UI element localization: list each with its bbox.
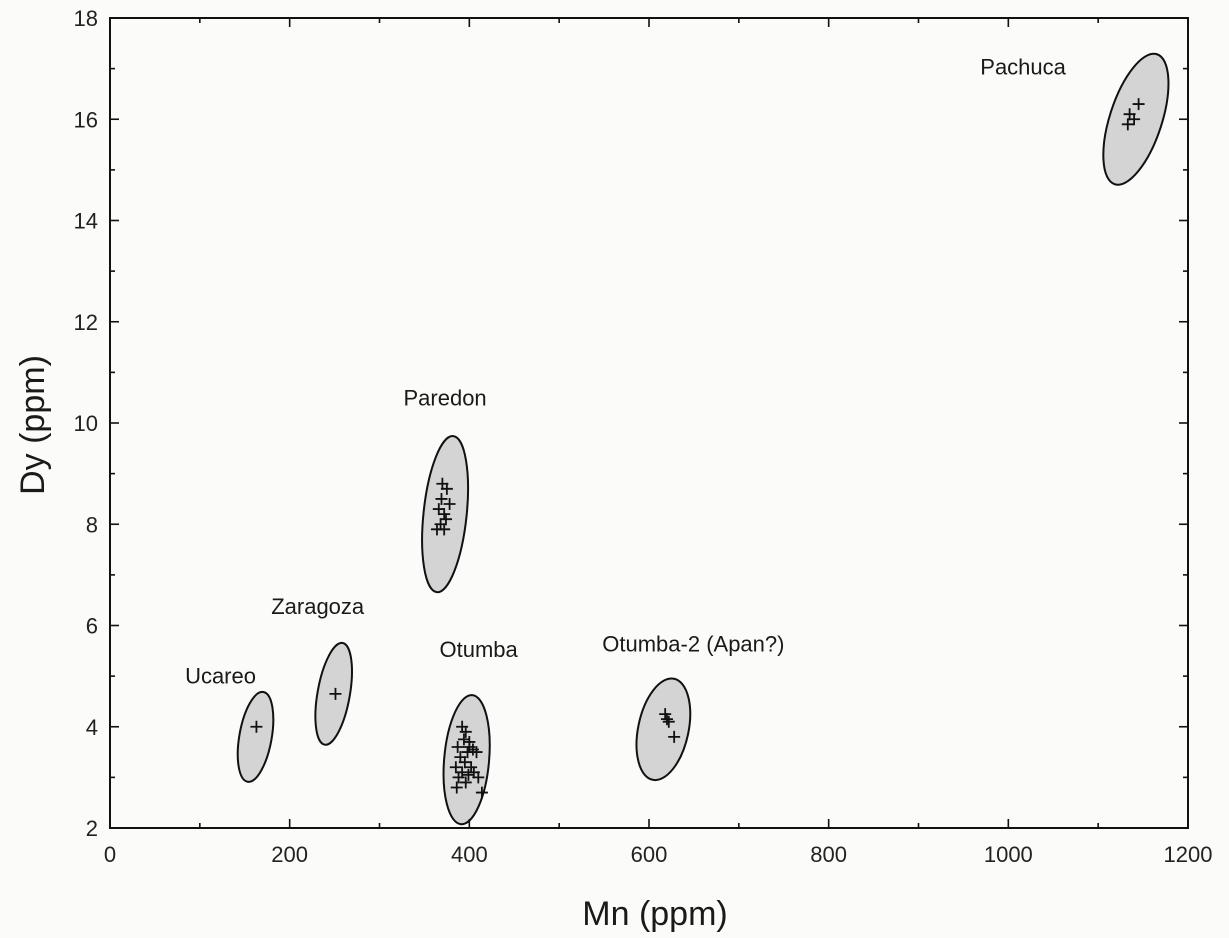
y-tick-label: 18 bbox=[74, 6, 98, 31]
data-point bbox=[457, 733, 470, 746]
y-axis-title: Dy (ppm) bbox=[14, 355, 52, 495]
y-tick-label: 16 bbox=[74, 107, 98, 132]
y-tick-label: 14 bbox=[74, 209, 98, 234]
y-tick-label: 12 bbox=[74, 310, 98, 335]
x-tick-label: 200 bbox=[271, 842, 308, 867]
plot-frame bbox=[109, 17, 1189, 829]
x-tick-label: 1200 bbox=[1164, 842, 1213, 867]
data-point bbox=[458, 756, 471, 769]
group-ellipse bbox=[635, 677, 692, 782]
data-point bbox=[659, 708, 672, 721]
data-point bbox=[463, 741, 476, 753]
x-axis-title: Mn (ppm) bbox=[582, 895, 727, 933]
group-label: Zaragoza bbox=[271, 594, 365, 619]
data-point bbox=[1128, 113, 1141, 126]
data-point bbox=[470, 746, 483, 759]
data-point bbox=[472, 771, 485, 784]
data-point bbox=[440, 482, 453, 495]
data-point bbox=[1121, 118, 1134, 131]
group-label: Otumba-2 (Apan?) bbox=[602, 632, 784, 657]
plot-area bbox=[110, 18, 1188, 828]
data-point bbox=[465, 761, 478, 774]
group-label: Paredon bbox=[403, 386, 486, 411]
y-tick-label: 8 bbox=[86, 512, 98, 537]
data-point bbox=[438, 523, 451, 536]
y-tick-label: 10 bbox=[74, 411, 98, 436]
x-tick-label: 800 bbox=[810, 842, 847, 867]
data-points bbox=[250, 98, 1145, 799]
data-point bbox=[435, 492, 448, 505]
data-point bbox=[662, 715, 675, 728]
data-point bbox=[439, 513, 452, 526]
data-point bbox=[250, 720, 263, 733]
data-point bbox=[660, 713, 673, 726]
group-label: Otumba bbox=[440, 637, 519, 662]
data-point bbox=[451, 741, 464, 753]
data-point bbox=[329, 687, 342, 700]
data-point bbox=[450, 781, 463, 794]
data-point bbox=[449, 761, 462, 774]
axis-ticks: 0 200 400 600 800 1000 1200 2 4 6 8 10 12 14 16 18 bbox=[74, 6, 1213, 867]
data-point bbox=[452, 771, 465, 784]
y-tick-label: 4 bbox=[86, 715, 98, 740]
y-tick-label: 2 bbox=[86, 816, 98, 841]
data-point bbox=[462, 768, 475, 781]
group-ellipse bbox=[236, 690, 275, 783]
data-point bbox=[459, 776, 472, 789]
data-point bbox=[438, 508, 451, 521]
x-tick-label: 600 bbox=[631, 842, 668, 867]
group-label: Ucareo bbox=[185, 663, 256, 688]
data-point bbox=[1132, 98, 1145, 111]
group-labels: Pachuca Paredon Zaragoza Ucareo Otumba Otumba… bbox=[185, 54, 1067, 688]
data-point bbox=[668, 730, 681, 743]
y-tick-label: 6 bbox=[86, 614, 98, 639]
data-point bbox=[475, 786, 488, 799]
x-tick-label: 1000 bbox=[984, 842, 1033, 867]
data-point bbox=[432, 503, 445, 516]
data-point bbox=[459, 725, 472, 738]
group-label: Pachuca bbox=[980, 54, 1066, 79]
data-point bbox=[443, 498, 456, 510]
x-tick-label: 400 bbox=[451, 842, 488, 867]
x-tick-label: 0 bbox=[104, 842, 116, 867]
